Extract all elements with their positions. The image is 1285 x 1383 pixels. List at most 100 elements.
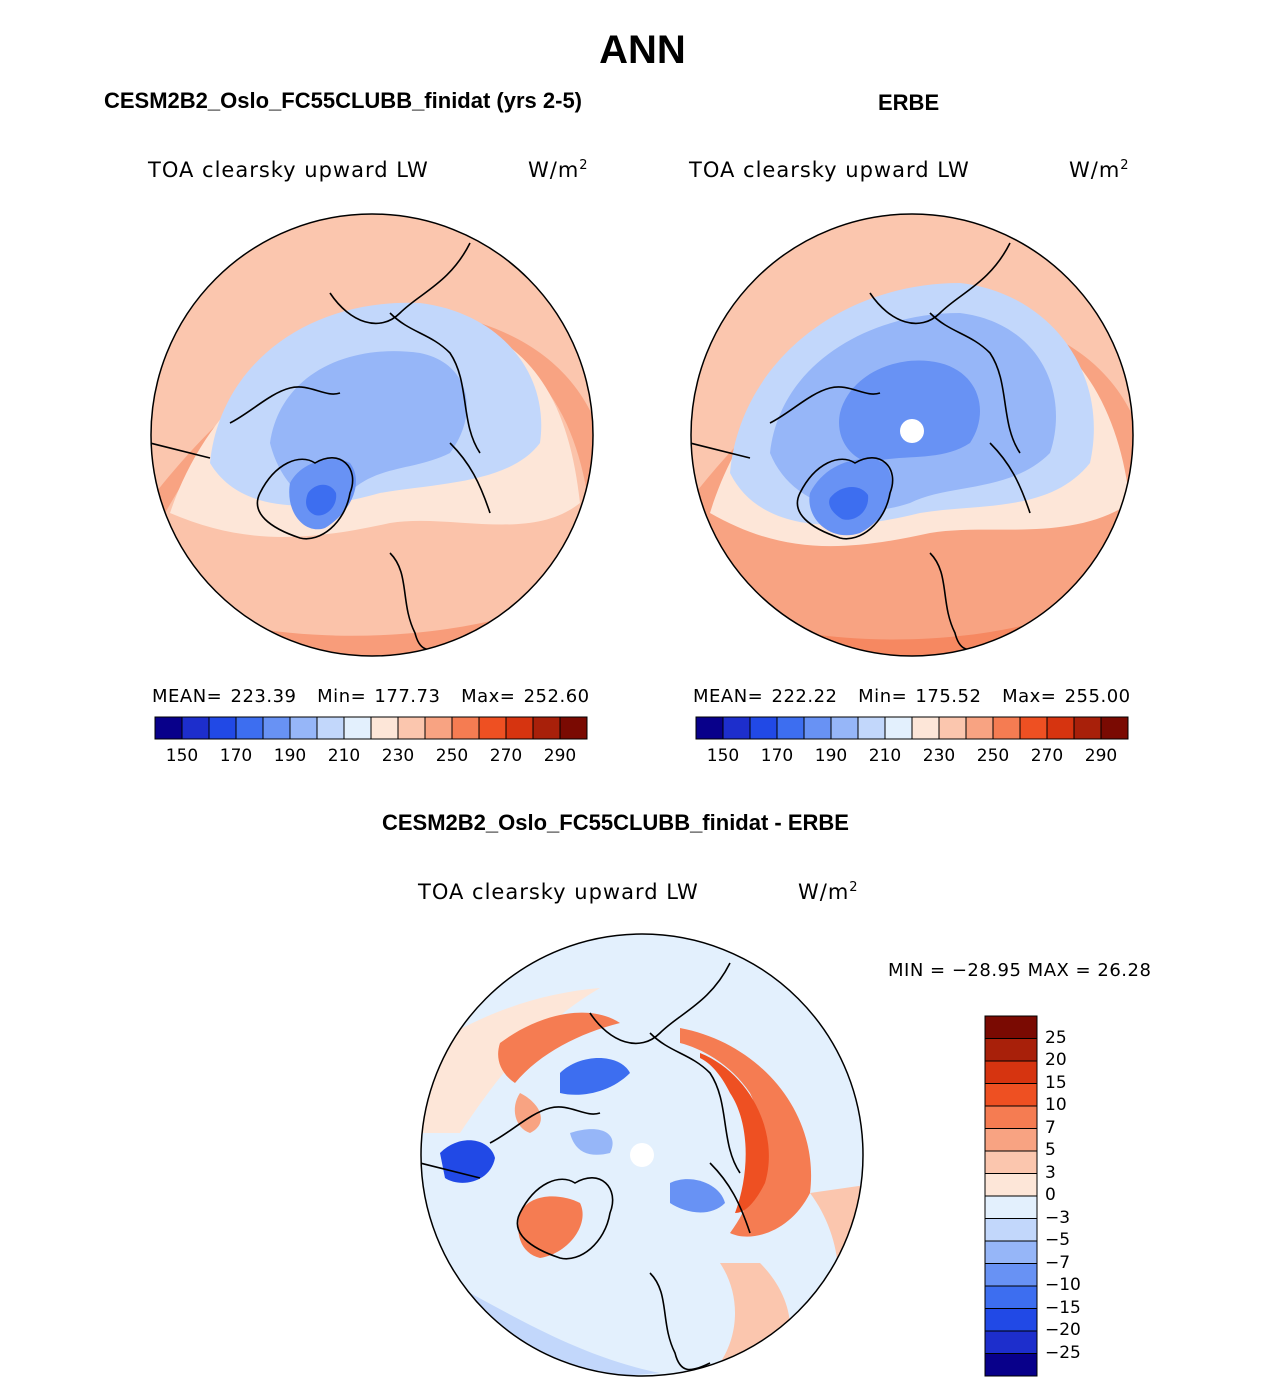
model-colorbar-box [316, 716, 345, 740]
diff-colorbar-tick-label: −10 [1045, 1275, 1081, 1295]
obs-colorbar-box [830, 716, 859, 740]
diff-colorbar-tick-label: 0 [1045, 1185, 1056, 1205]
diff-colorbar-box [984, 1105, 1038, 1129]
model-colorbar-tick-label: 170 [219, 746, 253, 766]
obs-variable-label: TOA clearsky upward LW [689, 158, 970, 182]
model-colorbar-box [478, 716, 507, 740]
obs-colorbar-box [776, 716, 805, 740]
diff-colorbar-box [984, 1353, 1038, 1377]
diff-colorbar-tick-label: −20 [1045, 1320, 1081, 1340]
model-colorbar-box [397, 716, 426, 740]
diff-colorbar-box [984, 1240, 1038, 1264]
diff-unit-label: W/m2 [798, 880, 859, 904]
model-colorbar-box [451, 716, 480, 740]
obs-colorbar-tick-label: 270 [1030, 746, 1064, 766]
diff-colorbar-box [984, 1150, 1038, 1174]
obs-colorbar-box [1019, 716, 1048, 740]
obs-unit-label: W/m2 [1069, 158, 1130, 182]
model-colorbar-box [289, 716, 318, 740]
model-greenland-core [306, 484, 337, 516]
diff-minmax: MIN = −28.95 MAX = 26.28 [888, 960, 1152, 981]
model-colorbar-tick-label: 250 [435, 746, 469, 766]
model-colorbar-tick-label: 270 [489, 746, 523, 766]
obs-stats: MEAN= 222.22 Min= 175.52 Max= 255.00 [693, 686, 1131, 707]
model-colorbar-box [235, 716, 264, 740]
model-colorbar-box [424, 716, 453, 740]
diff-colorbar [984, 1015, 1038, 1377]
model-stats: MEAN= 223.39 Min= 177.73 Max= 252.60 [152, 686, 590, 707]
model-colorbar-tick-label: 210 [327, 746, 361, 766]
model-colorbar-tick-label: 190 [273, 746, 307, 766]
diff-pole-hole [630, 1143, 654, 1167]
obs-colorbar-box [992, 716, 1021, 740]
diff-colorbar-tick-label: 10 [1045, 1095, 1067, 1115]
model-colorbar-box [559, 716, 588, 740]
diff-colorbar-box [984, 1195, 1038, 1219]
obs-colorbar [695, 716, 1129, 740]
model-map [150, 213, 594, 657]
model-colorbar-box [370, 716, 399, 740]
obs-colorbar-ticks: 150 170 190 210 230 250 270 290 [696, 746, 1128, 770]
obs-colorbar-box [857, 716, 886, 740]
diff-colorbar-box [984, 1038, 1038, 1062]
diff-colorbar-tick-label: 5 [1045, 1140, 1056, 1160]
diff-colorbar-box [984, 1308, 1038, 1332]
obs-colorbar-tick-label: 250 [976, 746, 1010, 766]
diff-colorbar-box [984, 1173, 1038, 1197]
obs-colorbar-box [1046, 716, 1075, 740]
model-colorbar-box [262, 716, 291, 740]
obs-colorbar-tick-label: 230 [922, 746, 956, 766]
diff-colorbar-box [984, 1128, 1038, 1152]
figure-title: ANN [599, 28, 686, 72]
diff-warm-ring-right [680, 1028, 812, 1237]
diff-colorbar-tick-label: −3 [1045, 1207, 1071, 1228]
obs-colorbar-box [749, 716, 778, 740]
diff-colorbar-tick-label: −15 [1045, 1297, 1081, 1318]
diff-colorbar-tick-label: −25 [1045, 1342, 1081, 1363]
obs-colorbar-box [722, 716, 751, 740]
diff-panel-title: CESM2B2_Oslo_FC55CLUBB_finidat - ERBE [382, 810, 849, 835]
model-warm-band [151, 214, 593, 513]
obs-colorbar-box [803, 716, 832, 740]
diff-colorbar-box [984, 1060, 1038, 1084]
obs-pole-hole [900, 419, 924, 443]
diff-colorbar-tick-label: −5 [1045, 1230, 1071, 1250]
model-colorbar-box [343, 716, 372, 740]
diff-colorbar-tick-label: 25 [1045, 1027, 1067, 1048]
obs-colorbar-box [911, 716, 940, 740]
diff-colorbar-box [984, 1263, 1038, 1287]
model-colorbar-box [181, 716, 210, 740]
obs-colorbar-tick-label: 190 [814, 746, 848, 766]
obs-panel-title: ERBE [878, 90, 940, 115]
diff-colorbar-box [984, 1015, 1038, 1039]
obs-colorbar-tick-label: 210 [868, 746, 902, 766]
diff-greenland-warm [518, 1196, 583, 1258]
obs-colorbar-tick-label: 170 [760, 746, 794, 766]
obs-colorbar-box [695, 716, 724, 740]
diff-colorbar-tick-label: 20 [1045, 1050, 1067, 1070]
model-colorbar-box [208, 716, 237, 740]
model-colorbar-box [154, 716, 183, 740]
model-colorbar-tick-label: 290 [543, 746, 577, 766]
diff-colorbar-tick-label: 3 [1045, 1162, 1056, 1183]
diff-colorbar-ticks: 25 20 15 10 7 5 3 0 −3 −5 −7 −10 −15 −20 −25 [1045, 1016, 1125, 1376]
diff-map [420, 933, 864, 1377]
obs-map [690, 213, 1134, 657]
diff-colorbar-box [984, 1285, 1038, 1309]
obs-colorbar-box [1073, 716, 1102, 740]
diff-colorbar-box [984, 1218, 1038, 1242]
model-colorbar-tick-label: 150 [165, 746, 199, 766]
diff-colorbar-tick-label: −7 [1045, 1252, 1071, 1273]
diff-colorbar-tick-label: 7 [1045, 1117, 1056, 1138]
model-colorbar-ticks: 150 170 190 210 230 250 270 290 [155, 746, 587, 770]
model-colorbar-box [505, 716, 534, 740]
obs-colorbar-box [938, 716, 967, 740]
model-colorbar-box [532, 716, 561, 740]
obs-colorbar-box [1100, 716, 1129, 740]
diff-colorbar-box [984, 1330, 1038, 1354]
obs-colorbar-tick-label: 150 [706, 746, 740, 766]
obs-colorbar-tick-label: 290 [1084, 746, 1118, 766]
model-colorbar-tick-label: 230 [381, 746, 415, 766]
diff-colorbar-tick-label: 15 [1045, 1072, 1067, 1093]
model-colorbar [154, 716, 588, 740]
